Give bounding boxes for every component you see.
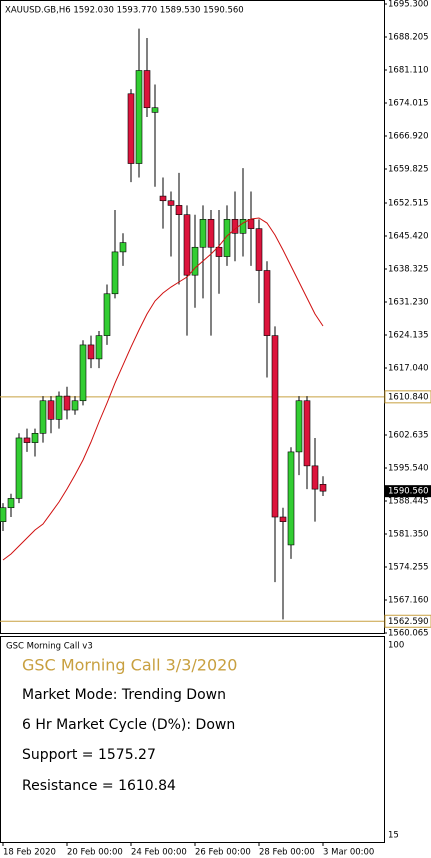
current-price-box [385, 485, 431, 498]
indicator-scale-label: 100 [388, 641, 404, 651]
candle-body [207, 219, 215, 248]
indicator-line: 6 Hr Market Cycle (D%): Down [22, 717, 235, 733]
candle-body [319, 484, 327, 492]
candle-body [263, 270, 271, 336]
y-tick-label: 1588.445 [388, 497, 429, 507]
indicator-line: Market Mode: Trending Down [22, 687, 226, 703]
candle-body [23, 437, 31, 443]
candle-body [287, 451, 295, 546]
x-tick-label: 26 Feb 00:00 [195, 848, 251, 858]
candle-body [279, 516, 287, 522]
chart-header: XAUUSD.GB,H6 1592.030 1593.770 1589.530 … [5, 6, 244, 16]
indicator-scale-label: 15 [388, 831, 399, 841]
y-tick-label: 1695.300 [388, 0, 429, 10]
y-tick-label: 1681.110 [388, 66, 429, 76]
candle-body [215, 246, 223, 257]
candle-body [239, 219, 247, 234]
candle-body [47, 400, 55, 420]
candle-body [199, 219, 207, 248]
candle-body [167, 200, 175, 206]
candle-body [7, 498, 15, 509]
candle-body [159, 195, 167, 202]
x-tick-label: 20 Feb 00:00 [67, 848, 123, 858]
candle-body [135, 70, 143, 164]
candle-body [295, 400, 303, 453]
y-tick-label: 1567.160 [388, 596, 429, 606]
y-tick-label: 1659.825 [388, 165, 429, 175]
y-tick-label: 1581.350 [388, 530, 429, 540]
candle-body [191, 246, 199, 276]
level-label-box [384, 614, 431, 628]
x-tick-label: 28 Feb 00:00 [259, 848, 315, 858]
y-tick-label: 1595.540 [388, 464, 429, 474]
moving-average [2, 217, 324, 561]
candle-body [183, 214, 191, 276]
candle-body [71, 400, 79, 411]
candle-body [15, 437, 23, 499]
y-tick-label: 1666.920 [388, 132, 429, 142]
candle-body [311, 465, 319, 490]
level-label-box [384, 390, 431, 404]
candle-body [103, 293, 111, 336]
candle-body [303, 400, 311, 467]
current-price-label: 1590.560 [388, 487, 429, 497]
candle-body [127, 93, 135, 164]
candle-body [175, 205, 183, 215]
candle-body [63, 395, 71, 411]
candle-body [87, 344, 95, 360]
candle-body [223, 219, 231, 257]
y-tick-label: 1652.515 [388, 199, 429, 209]
candle-body [55, 395, 63, 420]
y-tick-label: 1631.230 [388, 298, 429, 308]
candle-body [271, 335, 279, 518]
y-tick-label: 1688.205 [388, 33, 429, 43]
level-label: 1562.590 [388, 617, 429, 627]
x-tick-label: 24 Feb 00:00 [131, 848, 187, 858]
candle-body [79, 344, 87, 402]
indicator-line: Support = 1575.27 [22, 747, 156, 763]
y-tick-label: 1560.065 [388, 629, 429, 639]
candle-body [39, 400, 47, 434]
y-tick-label: 1674.015 [388, 99, 429, 109]
main-pane [0, 0, 385, 634]
candle-body [247, 219, 255, 229]
indicator-name: GSC Morning Call v3 [6, 642, 93, 652]
candle-body [31, 433, 39, 443]
y-tick-label: 1617.040 [388, 364, 429, 374]
candle-body [143, 70, 151, 109]
level-label: 1610.840 [388, 392, 429, 402]
candle-body [0, 507, 7, 522]
x-tick-label: 18 Feb 2020 [3, 848, 56, 858]
y-tick-label: 1645.420 [388, 232, 429, 242]
candle-body [119, 242, 127, 253]
candle-body [151, 107, 159, 113]
indicator-title: GSC Morning Call 3/3/2020 [22, 656, 237, 675]
candle-body [255, 228, 263, 271]
indicator-pane [0, 636, 385, 843]
x-tick-label: 3 Mar 00:00 [323, 848, 374, 858]
y-tick-label: 1574.255 [388, 563, 429, 573]
y-tick-label: 1638.325 [388, 265, 429, 275]
y-tick-label: 1602.635 [388, 431, 429, 441]
candle-body [95, 335, 103, 360]
candle-body [111, 251, 119, 295]
indicator-line: Resistance = 1610.84 [22, 778, 176, 794]
y-tick-label: 1624.135 [388, 331, 429, 341]
